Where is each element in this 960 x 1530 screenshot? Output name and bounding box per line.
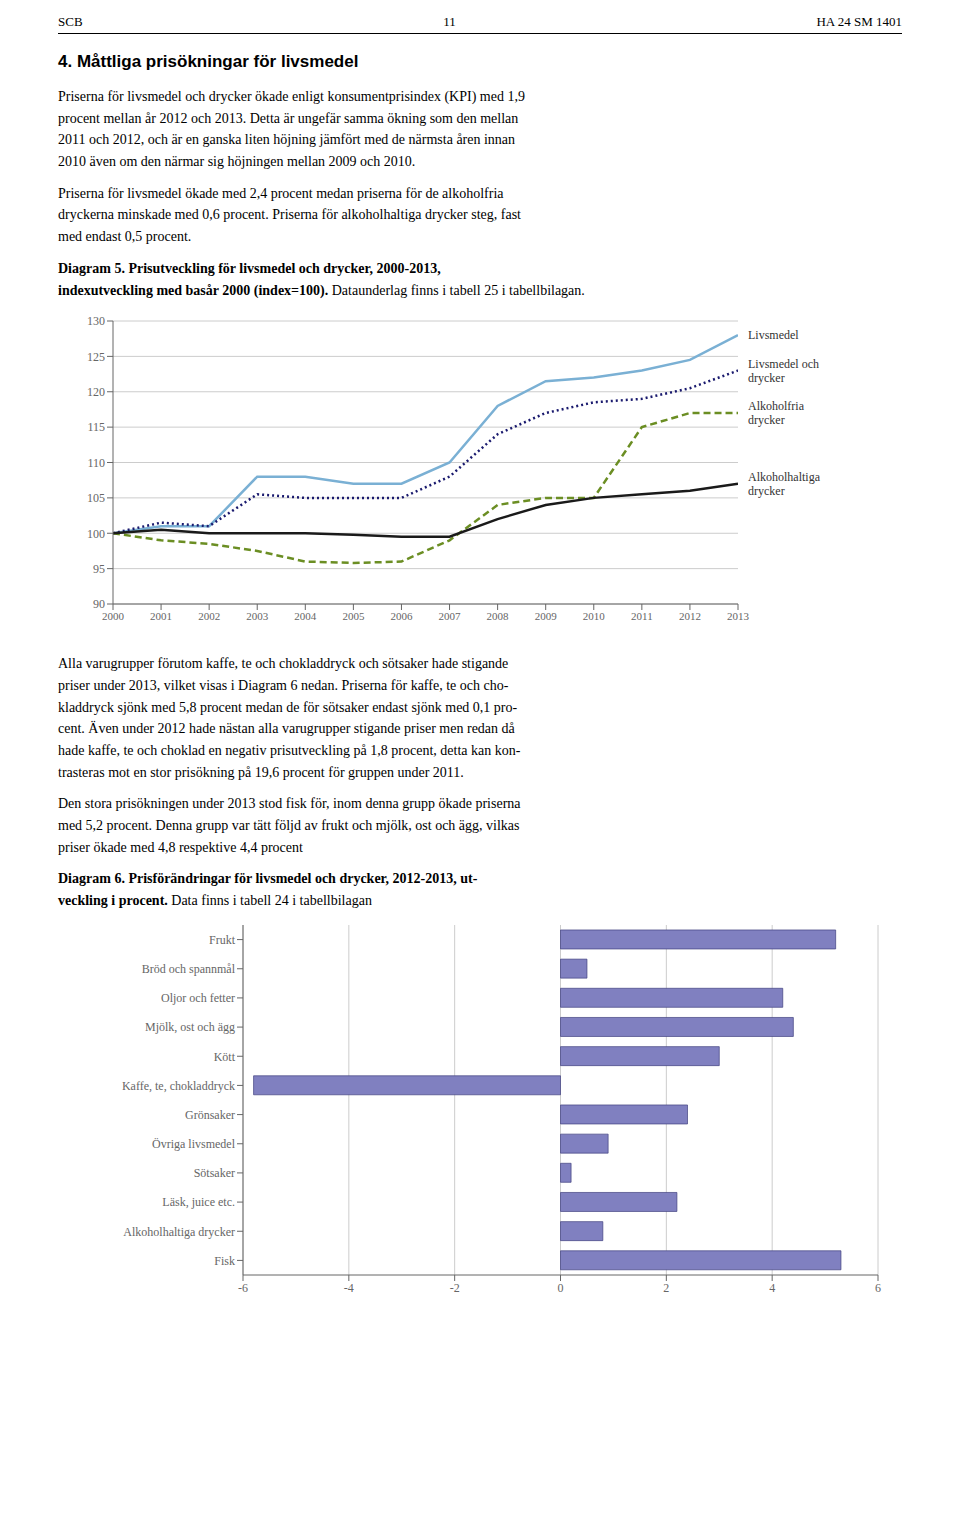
svg-text:-2: -2 <box>450 1280 460 1294</box>
svg-text:2007: 2007 <box>439 610 462 622</box>
html-text:11: 11 <box>443 14 456 29</box>
svg-text:2011: 2011 <box>631 610 653 622</box>
html-text:HA 24 SM 1401: HA 24 SM 1401 <box>816 14 902 29</box>
html-text:Den stora prisökningen under 2: Den stora prisökningen under 2013 stod f… <box>58 796 521 855</box>
svg-text:Mjölk, ost och ägg: Mjölk, ost och ägg <box>145 1020 235 1034</box>
svg-text:110: 110 <box>87 456 105 470</box>
svg-text:Livsmedel ochdrycker: Livsmedel ochdrycker <box>748 357 819 385</box>
svg-text:2006: 2006 <box>390 610 413 622</box>
svg-text:120: 120 <box>87 385 105 399</box>
svg-text:Alkoholhaltigadrycker: Alkoholhaltigadrycker <box>748 470 821 498</box>
svg-text:Kaffe, te, chokladdryck: Kaffe, te, chokladdryck <box>122 1078 235 1092</box>
svg-text:Frukt: Frukt <box>209 933 236 947</box>
svg-text:Övriga livsmedel: Övriga livsmedel <box>152 1137 236 1151</box>
svg-text:-6: -6 <box>238 1280 248 1294</box>
svg-text:125: 125 <box>87 350 105 364</box>
html-text:Alla varugrupper förutom kaffe: Alla varugrupper förutom kaffe, te och c… <box>58 656 521 780</box>
svg-text:Läsk, juice etc.: Läsk, juice etc. <box>162 1195 235 1209</box>
svg-text:Bröd och spannmål: Bröd och spannmål <box>142 962 236 976</box>
svg-text:Oljor och fetter: Oljor och fetter <box>161 991 235 1005</box>
html-text:Diagram 5. Prisutveckling för: Diagram 5. Prisutveckling för livsmedel … <box>58 260 585 298</box>
svg-text:Kött: Kött <box>214 1049 236 1063</box>
svg-text:Sötsaker: Sötsaker <box>194 1166 235 1180</box>
svg-text:2: 2 <box>663 1280 669 1294</box>
svg-text:100: 100 <box>87 527 105 541</box>
svg-text:Livsmedel: Livsmedel <box>748 328 799 342</box>
svg-text:95: 95 <box>93 562 105 576</box>
svg-text:2004: 2004 <box>294 610 317 622</box>
svg-text:2000: 2000 <box>102 610 125 622</box>
html-text:Diagram 6. Prisförändringar fö: Diagram 6. Prisförändringar för livsmede… <box>58 871 478 909</box>
svg-text:2010: 2010 <box>583 610 606 622</box>
svg-text:2008: 2008 <box>487 610 510 622</box>
svg-text:130: 130 <box>87 314 105 328</box>
svg-text:2003: 2003 <box>246 610 269 622</box>
svg-text:2009: 2009 <box>535 610 558 622</box>
html-text:4. Måttliga prisökningar för l: 4. Måttliga prisökningar för livsmedel <box>58 52 359 71</box>
svg-text:Alkoholfriadrycker: Alkoholfriadrycker <box>748 399 805 427</box>
svg-text:4: 4 <box>769 1280 775 1294</box>
svg-text:2013: 2013 <box>727 610 750 622</box>
svg-text:2002: 2002 <box>198 610 220 622</box>
svg-text:Alkoholhaltiga drycker: Alkoholhaltiga drycker <box>123 1224 235 1238</box>
html-text:SCB: SCB <box>58 14 83 29</box>
svg-text:Grönsaker: Grönsaker <box>185 1108 235 1122</box>
svg-text:6: 6 <box>875 1280 881 1294</box>
svg-text:2001: 2001 <box>150 610 172 622</box>
html-text:Priserna för livsmedel och dry: Priserna för livsmedel och drycker ökade… <box>58 89 525 170</box>
html-text:Priserna för livsmedel ökade m: Priserna för livsmedel ökade med 2,4 pro… <box>58 185 521 245</box>
svg-text:90: 90 <box>93 597 105 611</box>
svg-text:105: 105 <box>87 491 105 505</box>
svg-text:-4: -4 <box>344 1280 354 1294</box>
svg-text:0: 0 <box>558 1280 564 1294</box>
svg-text:2012: 2012 <box>679 610 701 622</box>
svg-text:Fisk: Fisk <box>214 1253 235 1267</box>
svg-text:2005: 2005 <box>342 610 365 622</box>
svg-text:115: 115 <box>87 421 105 435</box>
